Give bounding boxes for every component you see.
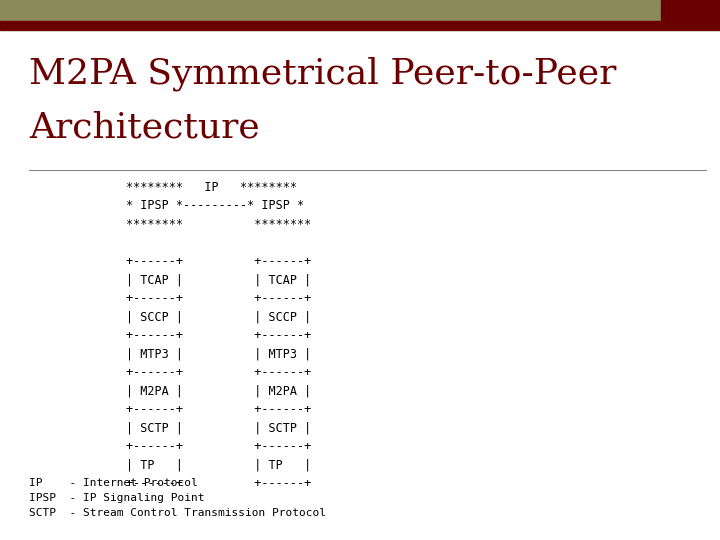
Bar xyxy=(661,0,720,21)
Text: IP    - Internet Protocol
IPSP  - IP Signaling Point
SCTP  - Stream Control Tran: IP - Internet Protocol IPSP - IP Signali… xyxy=(29,478,325,517)
Bar xyxy=(0,0,661,21)
Text: Architecture: Architecture xyxy=(29,111,259,145)
Text: ********   IP   ********
* IPSP *---------* IPSP *
********          ********

+: ******** IP ******** * IPSP *---------* … xyxy=(126,181,311,490)
Text: M2PA Symmetrical Peer-to-Peer: M2PA Symmetrical Peer-to-Peer xyxy=(29,57,616,91)
Bar xyxy=(0,21,720,30)
